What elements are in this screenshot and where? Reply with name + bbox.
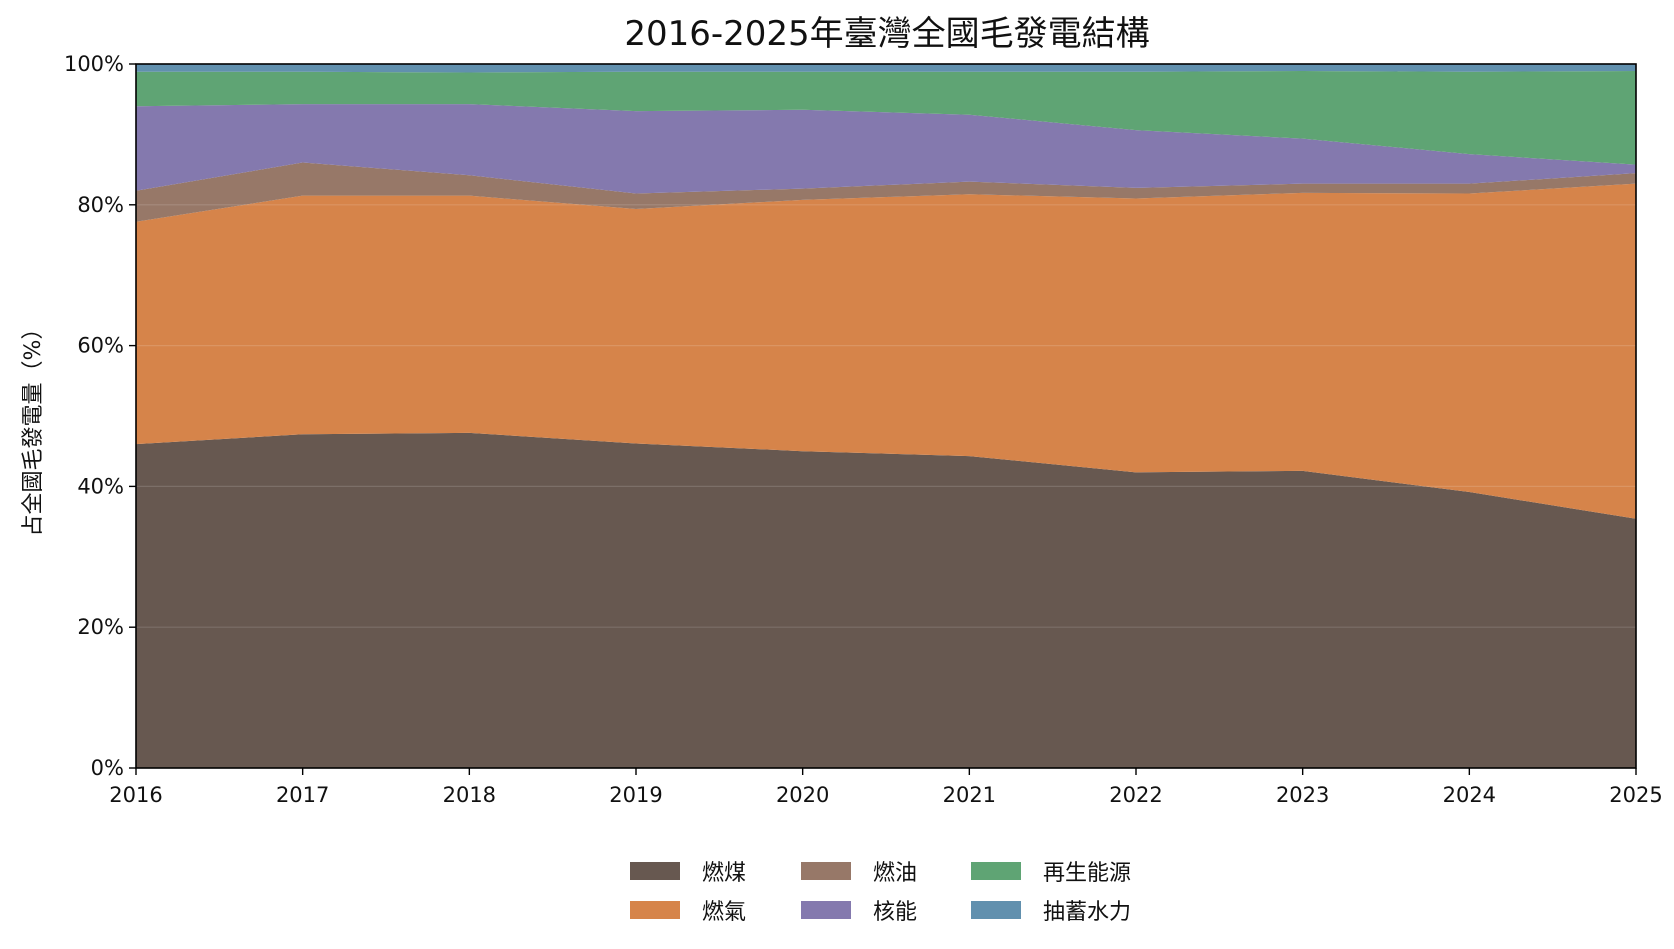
area-coal: [136, 432, 1636, 768]
x-tick-label: 2021: [943, 783, 996, 807]
x-tick-label: 2020: [776, 783, 829, 807]
legend-swatch: [801, 862, 851, 880]
y-tick-label: 0%: [91, 756, 124, 780]
x-tick-label: 2018: [443, 783, 496, 807]
legend-label: 再生能源: [1043, 861, 1131, 886]
chart-title: 2016-2025年臺灣全國毛發電結構: [624, 14, 1149, 54]
legend-item: 燃氣: [630, 900, 746, 925]
grid-lines: [136, 204, 1636, 628]
legend-swatch: [971, 862, 1021, 880]
x-tick-label: 2019: [609, 783, 662, 807]
y-tick-label: 20%: [77, 615, 124, 639]
x-tick-label: 2016: [109, 783, 162, 807]
axes: 0% 20% 40% 60% 80% 100% 2016 2017 2018 2019 2020 20…: [64, 52, 1663, 807]
y-tick-label: 60%: [77, 334, 124, 358]
y-tick-label: 40%: [77, 474, 124, 498]
area-nuclear: [136, 104, 1636, 194]
area-oil: [136, 162, 1636, 222]
legend-item: 燃煤: [630, 861, 746, 886]
area-renewable: [136, 71, 1636, 165]
legend-item: 燃油: [801, 861, 917, 886]
legend-label: 燃煤: [702, 861, 746, 886]
legend-item: 抽蓄水力: [971, 900, 1131, 925]
y-tick-label: 80%: [77, 193, 124, 217]
plot-frame: [135, 63, 1637, 769]
x-tick-label: 2024: [1443, 783, 1496, 807]
x-tick-label: 2023: [1276, 783, 1329, 807]
legend-swatch: [971, 901, 1021, 919]
area-gas: [136, 183, 1636, 519]
legend-label: 核能: [873, 900, 917, 925]
legend-item: 核能: [801, 900, 917, 925]
y-axis-label: 占全國毛發電量（%）: [21, 318, 46, 537]
plot-area: [136, 64, 1636, 768]
legend-swatch: [801, 901, 851, 919]
y-tick-label: 100%: [64, 52, 124, 76]
x-tick-label: 2017: [276, 783, 329, 807]
area-pumped-hydro: [136, 64, 1636, 73]
legend-swatch: [630, 901, 680, 919]
legend-item: 再生能源: [971, 861, 1131, 886]
x-tick-label: 2022: [1109, 783, 1162, 807]
legend-label: 燃氣: [702, 900, 746, 925]
legend-label: 抽蓄水力: [1043, 900, 1131, 925]
legend-label: 燃油: [873, 861, 917, 886]
legend-swatch: [630, 862, 680, 880]
x-tick-label: 2025: [1609, 783, 1662, 807]
